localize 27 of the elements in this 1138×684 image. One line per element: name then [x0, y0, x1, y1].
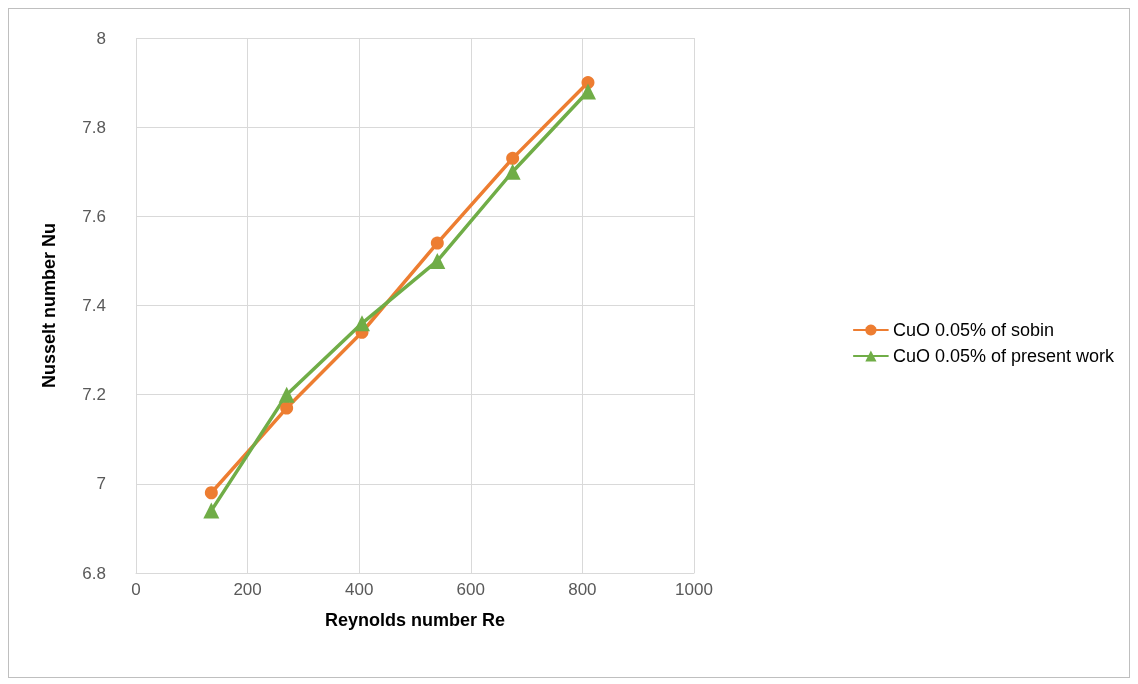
y-tick-label: 8 [96, 28, 106, 48]
y-tick-label: 7.4 [82, 296, 106, 315]
y-axis-title: Nusselt number Nu [39, 222, 59, 389]
point [504, 163, 521, 180]
point [429, 252, 446, 269]
x-tick-label: 200 [233, 580, 262, 599]
point [430, 236, 444, 250]
x-axis-title: Reynolds number Re [324, 610, 506, 630]
x-tick-label: 1000 [675, 580, 713, 599]
x-tick-label: 0 [131, 580, 141, 599]
y-tick-label: 7.2 [82, 385, 106, 405]
point [278, 386, 295, 403]
point [506, 151, 520, 165]
y-tick-label: 7.8 [82, 117, 106, 137]
x-tick-label: 800 [568, 580, 597, 599]
point [203, 502, 220, 519]
x-tick-label: 400 [345, 580, 374, 599]
x-tick-label: 600 [456, 580, 485, 599]
y-tick-label: 7.6 [82, 206, 106, 226]
point [280, 401, 294, 415]
legend-label: CuO 0.05% of sobin [892, 320, 1054, 340]
y-tick-label: 6.8 [82, 563, 106, 583]
legend-label: CuO 0.05% of present work [892, 346, 1115, 366]
point [353, 315, 370, 332]
y-tick-label: 7 [96, 474, 106, 494]
point [579, 83, 596, 100]
point [204, 486, 218, 500]
